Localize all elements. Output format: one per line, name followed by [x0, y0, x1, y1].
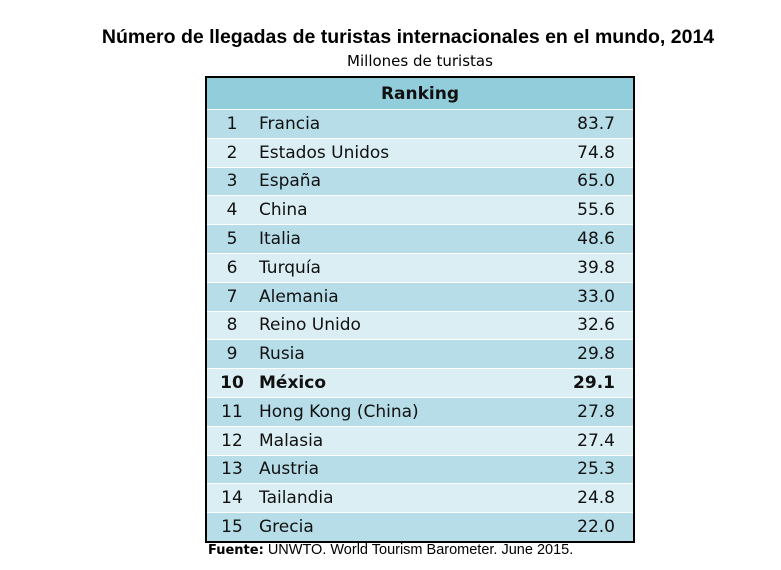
rank-cell: 2: [206, 138, 255, 168]
country-cell: México: [255, 368, 532, 398]
table-row: 1 Francia 83.7: [206, 109, 634, 139]
table-row: 2 Estados Unidos 74.8: [206, 138, 634, 168]
value-cell: 55.6: [531, 195, 634, 226]
source-label: Fuente:: [208, 543, 264, 558]
country-cell: España: [255, 167, 532, 197]
table-row: 12 Malasia 27.4: [206, 426, 634, 456]
table-row: 14 Tailandia 24.8: [206, 483, 634, 514]
rank-cell: 1: [206, 109, 255, 139]
country-cell: Alemania: [255, 282, 532, 312]
rank-cell: 13: [206, 455, 255, 485]
value-cell: 65.0: [531, 167, 634, 197]
country-cell: Hong Kong (China): [255, 397, 532, 427]
value-cell: 83.7: [531, 109, 634, 139]
table-row: 8 Reino Unido 32.6: [206, 311, 634, 341]
value-cell: 39.8: [531, 253, 634, 283]
value-cell: 24.8: [531, 483, 634, 514]
country-cell: Austria: [255, 455, 532, 485]
value-cell: 27.8: [531, 397, 634, 427]
country-cell: Francia: [255, 109, 532, 139]
country-cell: Estados Unidos: [255, 138, 532, 168]
page-title: Número de llegadas de turistas internaci…: [101, 26, 715, 48]
table-row: 3 España 65.0: [206, 167, 634, 197]
table-row: 6 Turquía 39.8: [206, 253, 634, 283]
table-row: 4 China 55.6: [206, 195, 634, 226]
value-cell: 33.0: [531, 282, 634, 312]
rank-cell: 8: [206, 311, 255, 341]
rank-cell: 10: [206, 368, 255, 398]
table-row: 5 Italia 48.6: [206, 224, 634, 254]
table-row: 15 Grecia 22.0: [206, 512, 634, 543]
rank-cell: 7: [206, 282, 255, 312]
rank-cell: 6: [206, 253, 255, 283]
country-cell: Rusia: [255, 339, 532, 370]
country-cell: Malasia: [255, 426, 532, 456]
table-header: Ranking: [206, 77, 634, 110]
table-row: 13 Austria 25.3: [206, 455, 634, 485]
table-row: 7 Alemania 33.0: [206, 282, 634, 312]
rank-cell: 11: [206, 397, 255, 427]
ranking-table: Ranking 1 Francia 83.7 2 Estados Unidos 74.8 3…: [205, 76, 635, 543]
subtitle: Millones de turistas: [347, 52, 493, 70]
rank-cell: 4: [206, 195, 255, 226]
table-row: 9 Rusia 29.8: [206, 339, 634, 370]
value-cell: 32.6: [531, 311, 634, 341]
rank-cell: 15: [206, 512, 255, 543]
country-cell: Turquía: [255, 253, 532, 283]
value-cell: 25.3: [531, 455, 634, 485]
table-row: 10 México 29.1: [206, 368, 634, 398]
value-cell: 29.1: [531, 368, 634, 398]
country-cell: Reino Unido: [255, 311, 532, 341]
rank-cell: 12: [206, 426, 255, 456]
value-cell: 29.8: [531, 339, 634, 370]
value-cell: 27.4: [531, 426, 634, 456]
country-cell: China: [255, 195, 532, 226]
value-cell: 48.6: [531, 224, 634, 254]
rank-cell: 14: [206, 483, 255, 514]
rank-cell: 5: [206, 224, 255, 254]
country-cell: Italia: [255, 224, 532, 254]
country-cell: Tailandia: [255, 483, 532, 514]
country-cell: Grecia: [255, 512, 532, 543]
table-row: 11 Hong Kong (China) 27.8: [206, 397, 634, 427]
source-note: Fuente: UNWTO. World Tourism Barometer. …: [208, 542, 573, 558]
source-text: UNWTO. World Tourism Barometer. June 201…: [263, 542, 574, 558]
rank-cell: 3: [206, 167, 255, 197]
rank-cell: 9: [206, 339, 255, 370]
value-cell: 22.0: [531, 512, 634, 543]
value-cell: 74.8: [531, 138, 634, 168]
